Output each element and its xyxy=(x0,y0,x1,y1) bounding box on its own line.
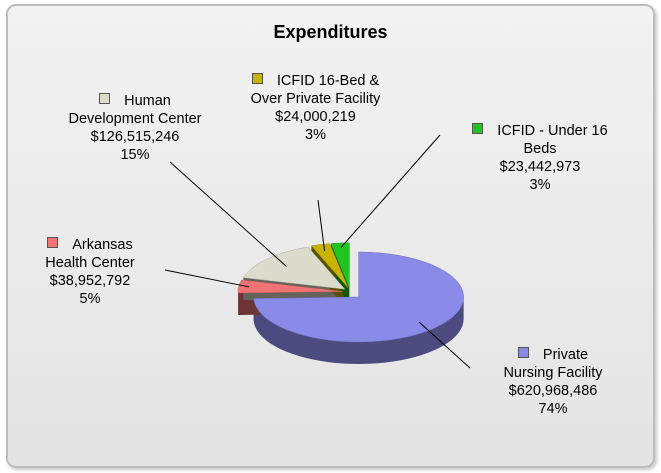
value-label: $24,000,219 xyxy=(275,109,356,125)
leader-line xyxy=(169,161,287,267)
chart-frame xyxy=(6,4,655,468)
legend-marker xyxy=(517,347,529,358)
chart-title: Expenditures xyxy=(273,22,388,42)
value-label: $23,442,973 xyxy=(499,159,581,175)
leader-line xyxy=(164,269,250,288)
value-label: $38,952,792 xyxy=(49,273,131,289)
slice-side xyxy=(253,297,464,364)
leader-line xyxy=(340,134,441,248)
pie-slice xyxy=(237,279,344,294)
leader-line xyxy=(317,199,326,252)
value-label: $126,515,246 xyxy=(90,129,180,145)
data-label: ICFID 16-Bed & Over Private Facility $24,… xyxy=(248,72,383,144)
pie-slice xyxy=(330,242,350,288)
leader-line xyxy=(418,321,471,369)
data-label: ICFID - Under 16 Beds $23,442,973 3% xyxy=(455,122,625,194)
data-label: Arkansas Health Center $38,952,792 5% xyxy=(30,236,150,308)
value-label: $620,968,486 xyxy=(508,383,598,399)
category-label: Arkansas Health Center xyxy=(45,237,135,271)
category-label: Private Nursing Facility xyxy=(503,347,603,381)
category-label: Human Development Center xyxy=(68,93,202,127)
percent-label: 3% xyxy=(529,177,551,193)
category-label: ICFID - Under 16 Beds xyxy=(497,123,608,157)
legend-marker xyxy=(99,93,111,104)
pie-slice xyxy=(242,246,346,290)
legend-marker xyxy=(47,237,59,248)
pie-slice xyxy=(253,251,464,343)
percent-label: 3% xyxy=(305,127,326,143)
percent-label: 5% xyxy=(79,291,101,307)
pie-slice xyxy=(310,243,349,289)
legend-marker xyxy=(472,123,484,134)
legend-marker xyxy=(251,73,263,84)
data-label: Human Development Center $126,515,246 15% xyxy=(60,92,210,164)
percent-label: 74% xyxy=(538,401,568,417)
percent-label: 15% xyxy=(120,147,150,163)
data-label: Private Nursing Facility $620,968,486 74% xyxy=(498,346,608,418)
category-label: ICFID 16-Bed & Over Private Facility xyxy=(250,73,381,107)
